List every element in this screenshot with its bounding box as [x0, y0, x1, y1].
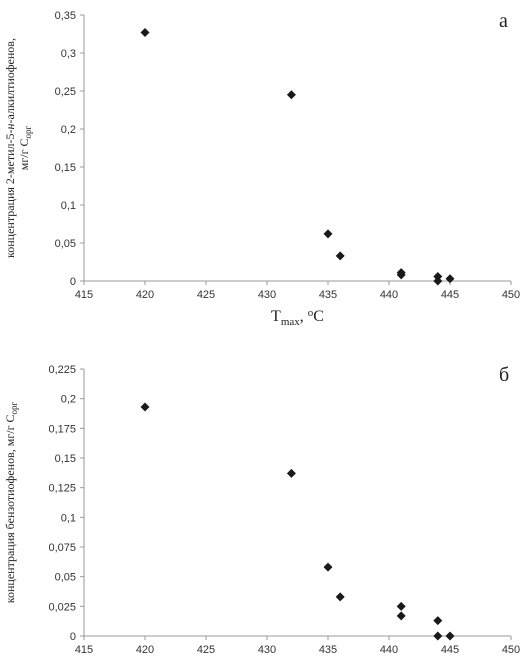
point [323, 562, 333, 572]
x-tick-label: 415 [75, 644, 93, 656]
x-tick-label: 445 [441, 644, 459, 656]
x-label-part: T [271, 308, 281, 325]
y-tick-label: 0,15 [55, 453, 76, 465]
x-tick-label: 435 [319, 289, 337, 301]
y-axis-label: концентрация 2-метил-5-н-алкилтиофенов, [3, 38, 17, 258]
y-label-part: орг [23, 125, 33, 138]
x-tick-label: 440 [380, 644, 398, 656]
point [396, 601, 406, 611]
point [433, 271, 443, 281]
point [335, 592, 345, 602]
point [335, 251, 345, 261]
x-tick-label: 440 [380, 289, 398, 301]
panel-label: б [499, 364, 509, 386]
y-tick-label: 0,15 [55, 162, 76, 174]
y-tick-label: 0,3 [61, 48, 76, 60]
x-tick-label: 420 [136, 644, 154, 656]
x-tick-label: 430 [258, 644, 276, 656]
y-tick-label: 0,025 [48, 601, 76, 613]
point [323, 229, 333, 239]
x-tick-label: 425 [197, 289, 215, 301]
point [140, 27, 150, 37]
y-label-part: н [3, 124, 17, 130]
x-label-part: , [300, 308, 308, 325]
y-tick-label: 0,05 [55, 238, 76, 250]
x-tick-label: 450 [502, 289, 520, 301]
y-tick-label: 0,35 [55, 10, 76, 22]
y-tick-label: 0 [70, 276, 76, 288]
x-tick-label: 445 [441, 289, 459, 301]
y-tick-label: 0,05 [55, 572, 76, 584]
y-tick-label: 0 [70, 631, 76, 643]
x-tick-label: 425 [197, 644, 215, 656]
y-tick-label: 0,2 [61, 124, 76, 136]
y-label-part: концентрация бензотиофенов, мг/г С [3, 414, 17, 603]
y-tick-label: 0,2 [61, 394, 76, 406]
y-label-part: орг [9, 401, 19, 414]
y-tick-label: 0,25 [55, 86, 76, 98]
x-axis-label: Tmax, oC [271, 307, 324, 328]
point [140, 402, 150, 412]
point [286, 90, 296, 100]
y-tick-label: 0,125 [48, 483, 76, 495]
point [433, 276, 443, 286]
y-axis-label: мг/г Сорг [17, 125, 33, 170]
point [445, 274, 455, 284]
point [433, 631, 443, 641]
point [396, 270, 406, 280]
y-tick-label: 0,175 [48, 423, 76, 435]
point [445, 631, 455, 641]
panel-label: а [499, 10, 508, 32]
y-label-part: -алкилтиофенов, [3, 38, 17, 124]
y-tick-label: 0,225 [48, 364, 76, 376]
x-label-part: C [313, 308, 324, 325]
y-tick-label: 0,1 [61, 200, 76, 212]
point [286, 468, 296, 478]
y-label-part: мг/г С [17, 138, 31, 170]
y-axis-label: концентрация бензотиофенов, мг/г Сорг [3, 401, 19, 603]
x-tick-label: 450 [502, 644, 520, 656]
y-tick-label: 0,1 [61, 512, 76, 524]
point [433, 616, 443, 626]
x-label-part: o [308, 307, 314, 319]
x-tick-label: 415 [75, 289, 93, 301]
point [396, 611, 406, 621]
x-label-part: max [281, 316, 300, 328]
y-label-part: концентрация 2-метил-5- [3, 130, 17, 258]
x-tick-label: 420 [136, 289, 154, 301]
x-tick-label: 430 [258, 289, 276, 301]
x-tick-label: 435 [319, 644, 337, 656]
y-tick-label: 0,075 [48, 542, 76, 554]
